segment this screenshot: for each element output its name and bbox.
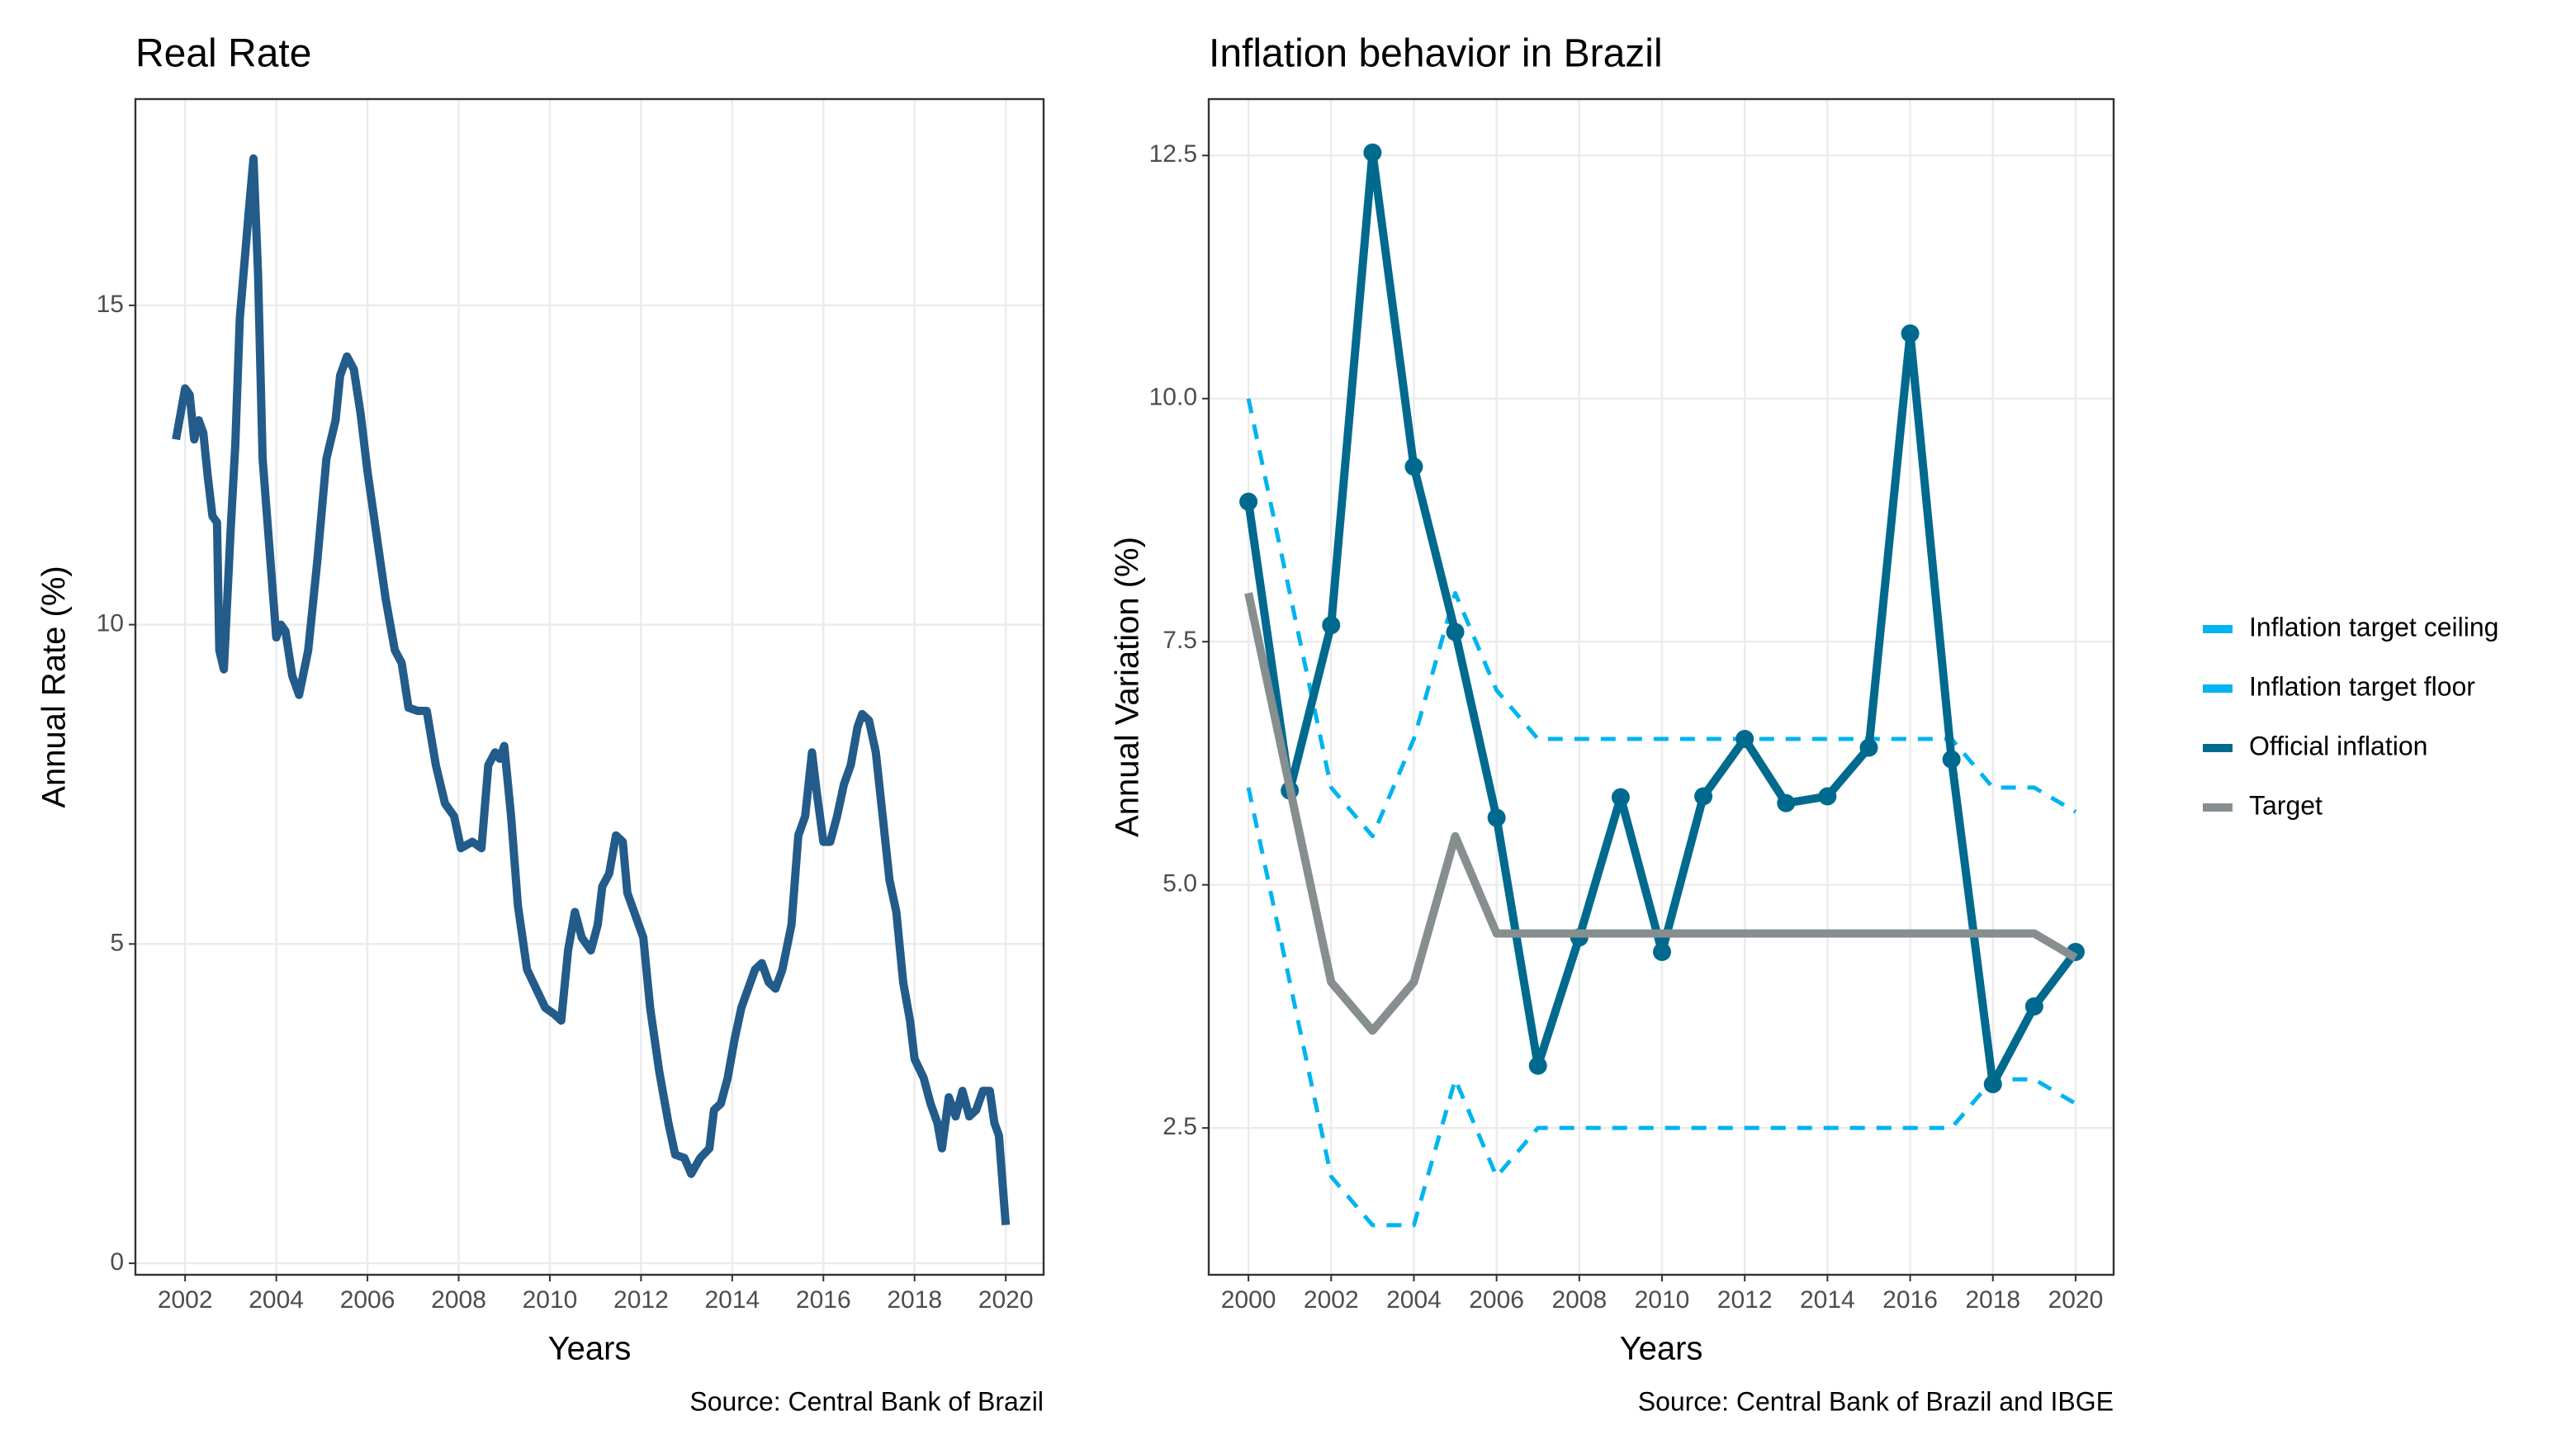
data-point xyxy=(1322,616,1341,635)
data-point xyxy=(1611,788,1630,807)
x-tick-label: 2014 xyxy=(1800,1286,1855,1314)
data-point xyxy=(1901,324,1920,343)
plot-border xyxy=(1207,97,2115,1276)
y-tick-label: 2.5 xyxy=(1163,1113,1197,1140)
plot-background xyxy=(135,99,1044,1275)
y-tick-label: 0 xyxy=(110,1248,124,1276)
x-tick-label: 2000 xyxy=(1221,1286,1276,1314)
chart-title: Inflation behavior in Brazil xyxy=(1209,32,1663,76)
data-point xyxy=(1859,738,1878,757)
chart-title: Real Rate xyxy=(135,32,311,76)
legend-label: Inflation target ceiling xyxy=(2249,612,2498,642)
x-tick-label: 2016 xyxy=(1882,1286,1938,1314)
data-point xyxy=(1487,808,1506,827)
y-tick-label: 10 xyxy=(97,610,124,637)
data-point xyxy=(1694,787,1713,806)
x-tick-label: 2002 xyxy=(158,1286,213,1314)
plot-border xyxy=(134,97,1045,1276)
x-tick-label: 2018 xyxy=(1965,1286,2020,1314)
data-point xyxy=(1777,793,1796,812)
x-tick-label: 2016 xyxy=(796,1286,851,1314)
data-point xyxy=(1446,623,1465,642)
data-point xyxy=(1363,143,1382,162)
data-point xyxy=(2024,997,2043,1016)
series-line xyxy=(1246,398,2077,839)
x-tick-label: 2010 xyxy=(523,1286,578,1314)
caption: Source: Central Bank of Brazil xyxy=(689,1386,1044,1416)
y-tick-label: 5 xyxy=(110,929,124,956)
series-line xyxy=(1244,592,2078,1035)
y-axis-label: Annual Variation (%) xyxy=(1110,537,1146,837)
data-point xyxy=(1818,787,1837,806)
y-tick-label: 7.5 xyxy=(1163,627,1197,654)
x-tick-label: 2018 xyxy=(887,1286,942,1314)
y-tick-label: 12.5 xyxy=(1149,140,1197,168)
x-tick-label: 2004 xyxy=(249,1286,304,1314)
series-line xyxy=(1246,787,2077,1228)
caption: Source: Central Bank of Brazil and IBGE xyxy=(1638,1386,2114,1416)
legend-label: Official inflation xyxy=(2249,731,2427,760)
x-tick-label: 2020 xyxy=(2048,1286,2104,1314)
x-tick-label: 2006 xyxy=(340,1286,395,1314)
x-tick-label: 2020 xyxy=(978,1286,1034,1314)
y-axis-label: Annual Rate (%) xyxy=(36,566,73,807)
data-point xyxy=(1653,942,1672,961)
x-tick-label: 2008 xyxy=(1551,1286,1607,1314)
data-point xyxy=(1735,730,1754,749)
x-tick-label: 2002 xyxy=(1304,1286,1359,1314)
data-point xyxy=(1404,457,1423,476)
x-tick-label: 2012 xyxy=(613,1286,669,1314)
x-tick-label: 2008 xyxy=(431,1286,486,1314)
y-tick-label: 15 xyxy=(97,291,124,318)
data-point xyxy=(1528,1056,1547,1075)
legend-label: Target xyxy=(2249,790,2323,820)
x-tick-label: 2006 xyxy=(1469,1286,1524,1314)
x-tick-label: 2012 xyxy=(1717,1286,1773,1314)
y-tick-label: 5.0 xyxy=(1163,870,1197,897)
x-tick-label: 2014 xyxy=(704,1286,760,1314)
x-axis-label: Years xyxy=(1620,1331,1703,1367)
data-point xyxy=(1983,1075,2002,1094)
data-point xyxy=(1942,750,1961,769)
series-line xyxy=(172,154,1011,1226)
x-tick-label: 2004 xyxy=(1386,1286,1442,1314)
data-point xyxy=(1239,492,1258,511)
legend-label: Inflation target floor xyxy=(2249,671,2475,701)
x-axis-label: Years xyxy=(548,1331,632,1367)
y-tick-label: 10.0 xyxy=(1149,384,1197,411)
x-tick-label: 2010 xyxy=(1635,1286,1690,1314)
